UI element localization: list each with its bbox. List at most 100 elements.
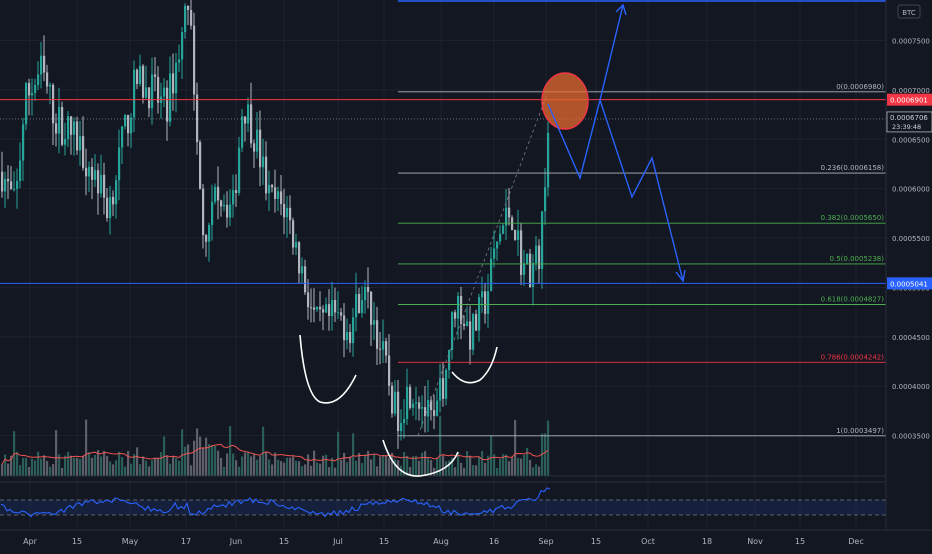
candle-body [265,156,268,194]
candle-body [361,300,364,313]
volume-bar [430,460,433,476]
volume-bar [187,444,190,476]
candle-body [61,107,64,145]
volume-bar [34,460,37,476]
candle-body [178,59,181,63]
time-scale[interactable]: Apr 15 May 17 Jun 15 Jul 15 Aug 16 Sep 15 Oct 18 Nov 15… [23,537,864,546]
volume-bar [196,428,199,476]
candle-body [202,188,205,236]
volume-bar [496,467,499,476]
volume-bar [37,451,40,476]
candle-body [259,129,262,168]
candle-body [136,69,139,84]
fibonacci-retracement[interactable]: 0(0.0006980) 0.236(0.0006158) 0.382(0.0005… [398,83,886,437]
volume-bar [334,467,337,476]
candle-body [544,187,547,212]
time-scale-panel[interactable] [0,530,932,550]
volume-bar [154,457,157,476]
candle-body [184,5,187,33]
fib-level-label: 0.382(0.0005650) [821,214,885,222]
volume-bar [64,455,67,476]
volume-bar [229,426,232,476]
candle-body [55,123,58,134]
candle-body [358,294,361,313]
symbol-badge[interactable]: BTC [897,4,921,19]
candle-body [145,87,148,98]
candle-body [283,203,286,218]
candle-body [73,121,76,135]
candle-body [274,187,277,199]
time-tick-label: May [122,537,139,546]
candle-body [484,291,487,314]
candle-body [79,136,82,151]
volume-bar [235,460,238,476]
volume-bar [355,460,358,476]
candle-body [268,184,271,194]
volume-bar [151,460,154,476]
volume-bar [112,464,115,476]
candle-body [34,84,37,93]
volume-bar [523,454,526,476]
candle-body [52,84,55,124]
volume-bar [346,462,349,476]
candle-body [466,321,469,326]
highlight-circle[interactable] [541,72,589,130]
candle-body [235,190,238,193]
volume-bar [28,467,31,476]
price-tick-label: 0.0007500 [892,37,930,45]
candle-body [205,235,208,242]
volume-bar [445,461,448,476]
horizontal-price-lines[interactable] [0,0,886,284]
candle-body [412,403,415,408]
right-shoulder-arc[interactable] [451,346,498,384]
volume-bar [502,454,505,476]
arrow-head-up [615,3,627,16]
price-tick-label: 0.0003500 [892,433,930,441]
candle-body [157,76,160,103]
volume-bar [478,456,481,476]
candle-body [190,9,193,26]
fib-trend-line[interactable] [417,91,549,436]
volume-bar [340,459,343,476]
volume-bar [142,456,145,476]
candle-body [454,312,457,319]
candle-body [328,304,331,316]
head-arc[interactable] [382,439,459,477]
volume-bar [436,457,439,476]
candle-body [538,245,541,269]
volume-bar [391,452,394,476]
price-scale-panel[interactable] [886,0,932,530]
volume-bar [94,454,97,476]
candle-body [100,174,103,194]
drawings[interactable] [299,3,686,477]
volume-bar [310,465,313,476]
price-tick-label: 0.0007000 [892,87,930,95]
candle-body [4,178,7,192]
candle-body [106,197,109,219]
candle-body [520,230,523,275]
volume-bar [19,465,22,476]
candle-body [82,136,85,168]
volume-bar [238,466,241,476]
candle-body [370,291,373,325]
time-tick-label: 15 [72,537,82,546]
time-tick-label: 17 [181,537,191,546]
candle-body [481,291,484,298]
candle-body [247,104,250,124]
volume-bar [379,456,382,476]
volume-bar [415,455,418,476]
volume-bar [49,466,52,476]
candle-body [286,207,289,218]
projection-path-up[interactable] [599,4,624,101]
candle-body [310,307,313,309]
volume-bar [199,436,202,476]
projection-path-down[interactable] [547,97,684,282]
left-shoulder-arc[interactable] [299,334,357,404]
candle-body [94,170,97,180]
candle-body [340,312,343,316]
candle-body [199,142,202,189]
candle-body [373,320,376,325]
volume-bar [349,456,352,476]
volume-bar [292,456,295,476]
